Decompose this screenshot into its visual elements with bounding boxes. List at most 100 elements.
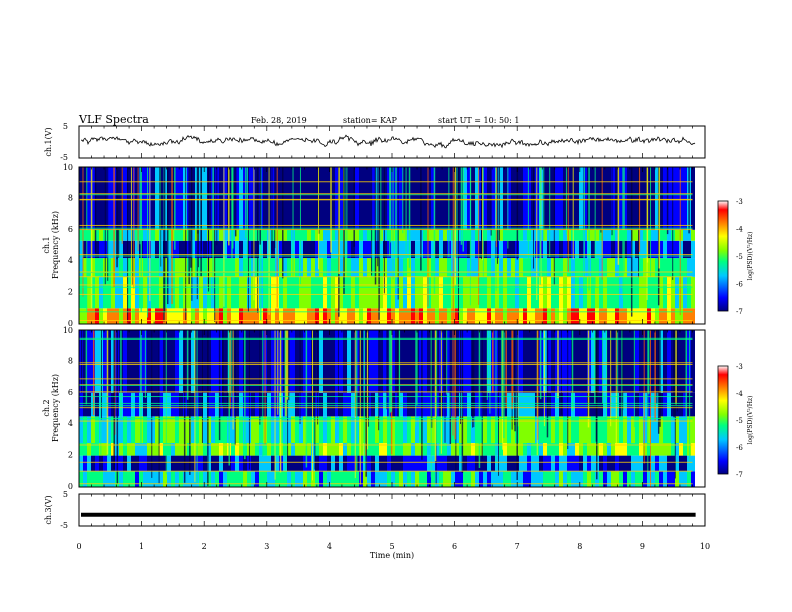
spectrogram-cell	[687, 471, 691, 487]
spectrogram-streak	[314, 330, 316, 470]
spectrogram-cell	[551, 330, 555, 393]
spectrogram-cell	[403, 443, 407, 456]
spectrogram-cell	[503, 167, 507, 230]
spectrogram-cell	[375, 455, 379, 472]
spectrogram-cell	[411, 455, 415, 472]
spectrogram-cell	[327, 240, 331, 259]
spectrogram-cell	[171, 276, 175, 309]
spectrogram-cell	[271, 416, 275, 444]
spectrogram-cell	[623, 443, 627, 456]
spectrogram-cell	[591, 308, 595, 324]
spectrogram-cell	[663, 240, 667, 259]
spectrogram-cell	[295, 471, 299, 487]
spectrogram-cell	[427, 229, 431, 241]
spectrogram-cell	[239, 330, 243, 393]
spectrogram-cell	[399, 455, 403, 472]
spectrogram-streak	[166, 167, 169, 305]
spectrogram-streak	[120, 330, 122, 419]
spectrogram-cell	[435, 240, 439, 259]
spectrogram-cell	[459, 308, 463, 324]
spectrogram-cell	[651, 330, 655, 393]
spectrogram-cell	[507, 416, 511, 444]
spectrogram-tone-line	[79, 181, 693, 183]
spectrogram-cell	[519, 471, 523, 487]
spectrogram-cell	[423, 229, 427, 241]
spectrogram-streak	[514, 330, 516, 432]
spectrogram-cell	[415, 416, 419, 444]
spectrogram-cell	[183, 276, 187, 309]
spectrogram-cell	[275, 330, 279, 393]
spectrogram-streak	[318, 167, 320, 270]
spectrogram-cell	[207, 455, 211, 472]
spectrogram-cell	[259, 416, 263, 444]
spectrogram-cell	[251, 308, 255, 324]
spectrogram-cell	[611, 471, 615, 487]
spectrogram-streak	[416, 330, 418, 405]
spectrogram-cell	[339, 240, 343, 259]
spectrogram-cell	[483, 308, 487, 324]
spectrogram-cell	[111, 258, 115, 277]
spectrogram-cell	[491, 240, 495, 259]
spectrogram-cell	[407, 276, 411, 309]
spectrogram-streak	[259, 330, 261, 425]
spectrogram-streak	[503, 330, 505, 439]
spectrogram-cell	[439, 240, 443, 259]
spectrogram-cell	[179, 392, 183, 417]
spectrogram-cell	[167, 167, 171, 230]
spectrogram-cell	[175, 167, 179, 230]
spectrogram-cell	[635, 240, 639, 259]
spectrogram-cell	[271, 276, 275, 309]
spectrogram-cell	[487, 471, 491, 487]
spectrogram-cell	[491, 229, 495, 241]
spectrogram-cell	[607, 258, 611, 277]
spectrogram-cell	[683, 471, 687, 487]
spectrogram-cell	[659, 276, 663, 309]
spectrogram-cell	[371, 308, 375, 324]
spectrogram-streak	[159, 167, 161, 273]
spectrogram-cell	[467, 455, 471, 472]
spectrogram-streak	[271, 167, 273, 254]
spectrogram-cell	[351, 330, 355, 393]
spectrogram-cell	[475, 240, 479, 259]
spectrogram-cell	[199, 308, 203, 324]
spectrogram-streak	[560, 330, 562, 415]
spectrogram-cell	[687, 455, 691, 472]
spectrogram-streak	[371, 167, 373, 276]
spectrogram-cell	[399, 392, 403, 417]
spectrogram-cell	[327, 416, 331, 444]
spectrogram-streak	[480, 167, 482, 241]
spectrogram-cell	[499, 330, 503, 393]
spectrogram-cell	[159, 392, 163, 417]
spectrogram-cell	[491, 416, 495, 444]
spectrogram-cell	[407, 330, 411, 393]
spectrogram-cell	[579, 392, 583, 417]
spectrogram-cell	[79, 258, 83, 277]
spectrogram-cell	[159, 471, 163, 487]
spectrogram-cell	[679, 455, 683, 472]
spectrogram-cell	[619, 455, 623, 472]
spectrogram-cell	[111, 443, 115, 456]
spectrogram-cell	[427, 443, 431, 456]
spectrogram-cell	[563, 308, 567, 324]
spectrogram-cell	[135, 240, 139, 259]
spectrogram-cell	[551, 471, 555, 487]
spectrogram-cell	[211, 455, 215, 472]
spectrogram-cell	[511, 276, 515, 309]
spectrogram-cell	[371, 443, 375, 456]
spectrogram-cell	[215, 455, 219, 472]
spectrogram-cell	[271, 443, 275, 456]
spectrogram-cell	[323, 258, 327, 277]
spectrogram-cell	[659, 471, 663, 487]
spectrogram-tone-line	[79, 254, 693, 256]
spectrogram-cell	[463, 392, 467, 417]
spectrogram-cell	[175, 443, 179, 456]
spectrogram-cell	[343, 471, 347, 487]
spectrogram-cell	[107, 258, 111, 277]
spectrogram-cell	[339, 258, 343, 277]
spectrogram-cell	[359, 229, 363, 241]
spectrogram-cell	[691, 443, 695, 456]
spectrogram-streak	[398, 330, 400, 447]
spectrogram-cell	[399, 240, 403, 259]
spectrogram-streak	[482, 167, 484, 261]
spectrogram-cell	[299, 392, 303, 417]
